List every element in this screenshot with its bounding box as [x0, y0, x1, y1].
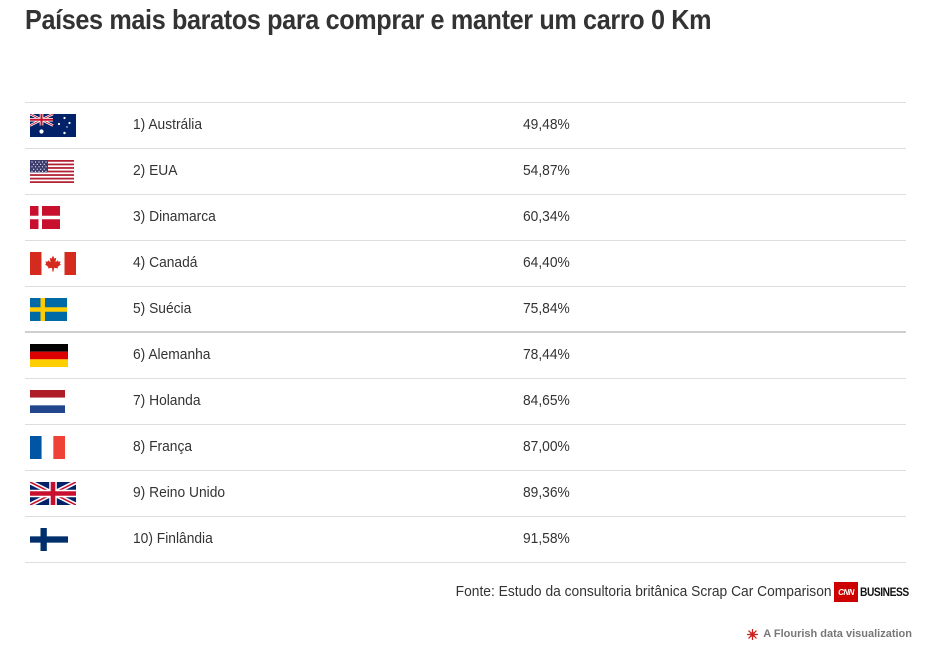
table-row: 8) França 87,00%: [25, 425, 906, 471]
france-flag-icon: [30, 436, 65, 459]
ranking-table: 1) Austrália 49,48% 2): [25, 102, 906, 563]
table-row: 9) Reino Unido 89,36%: [25, 471, 906, 517]
table-row: 4) Canadá 64,40%: [25, 241, 906, 287]
country-name: 8) França: [133, 438, 193, 455]
table-row: 7) Holanda 84,65%: [25, 379, 906, 425]
germany-flag-icon: [30, 344, 68, 367]
page-title: Países mais baratos para comprar e mante…: [25, 4, 712, 35]
country-name: 6) Alemanha: [133, 346, 211, 363]
table-row: 1) Austrália 49,48%: [25, 103, 906, 149]
cost-value: 89,36%: [523, 484, 570, 501]
table-row: 10) Finlândia 91,58%: [25, 517, 906, 563]
finland-flag-icon: [30, 528, 68, 551]
cost-value: 78,44%: [523, 346, 570, 363]
cost-value: 75,84%: [523, 300, 570, 317]
country-name: 4) Canadá: [133, 254, 198, 271]
country-name: 9) Reino Unido: [133, 484, 226, 501]
uk-flag-icon: [30, 482, 76, 505]
cost-value: 87,00%: [523, 438, 570, 455]
cost-value: 84,65%: [523, 392, 570, 409]
flourish-attribution-link[interactable]: A Flourish data visualization: [747, 628, 912, 640]
cost-value: 60,34%: [523, 208, 570, 225]
table-row: 5) Suécia 75,84%: [25, 287, 906, 333]
table-row: 3) Dinamarca 60,34%: [25, 195, 906, 241]
canada-flag-icon: [30, 252, 76, 275]
flourish-icon: [747, 628, 759, 640]
cost-value: 49,48%: [523, 116, 570, 133]
table-row: 6) Alemanha 78,44%: [25, 333, 906, 379]
sweden-flag-icon: [30, 298, 67, 321]
netherlands-flag-icon: [30, 390, 65, 413]
cost-value: 64,40%: [523, 254, 570, 271]
cnn-logo-mark: CNN: [834, 582, 858, 602]
country-name: 2) EUA: [133, 162, 178, 179]
australia-flag-icon: [30, 114, 76, 137]
table-row: 2) EUA 54,87%: [25, 149, 906, 195]
country-name: 3) Dinamarca: [133, 208, 216, 225]
usa-flag-icon: [30, 160, 74, 183]
country-name: 7) Holanda: [133, 392, 201, 409]
flourish-label: A Flourish data visualization: [763, 628, 912, 640]
cost-value: 54,87%: [523, 162, 570, 179]
cnn-business-logo: CNN BUSINESS: [834, 582, 917, 602]
country-name: 5) Suécia: [133, 300, 192, 317]
country-name: 1) Austrália: [133, 116, 203, 133]
denmark-flag-icon: [30, 206, 60, 229]
source-note: Fonte: Estudo da consultoria britânica S…: [456, 583, 832, 600]
country-name: 10) Finlândia: [133, 530, 213, 547]
cost-value: 91,58%: [523, 530, 570, 547]
business-logo-text: BUSINESS: [860, 585, 909, 599]
